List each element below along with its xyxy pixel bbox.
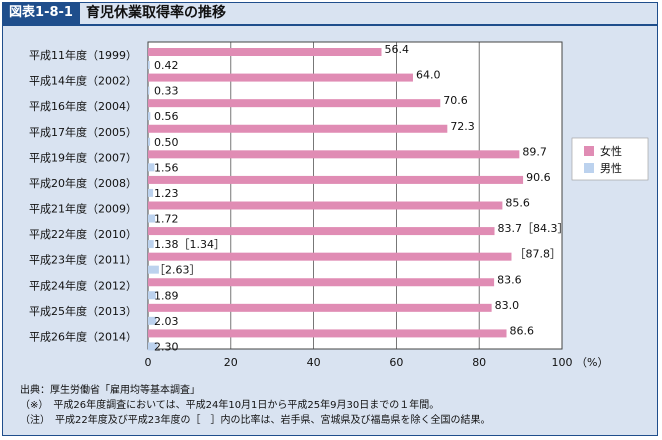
data-label-female: 56.4 xyxy=(384,43,409,56)
legend-swatch xyxy=(584,146,594,156)
bracket-note: （注） 平成22年度及び平成23年度の［ ］内の比率は、岩手県、宮城県及び福島県… xyxy=(20,415,491,426)
data-label-female: 89.7 xyxy=(522,145,547,158)
bar-male xyxy=(148,265,159,274)
bar-male xyxy=(148,240,154,249)
data-label-male: 1.23 xyxy=(154,187,179,200)
category-label: 平成17年度（2005） xyxy=(29,125,137,139)
data-label-male: 1.72 xyxy=(154,213,179,226)
header-rule xyxy=(2,24,658,26)
legend-label: 女性 xyxy=(600,144,622,158)
figure-label: 図表1-8-1 xyxy=(2,2,80,24)
bar-female xyxy=(148,175,524,184)
data-label-female: 83.0 xyxy=(495,299,520,312)
data-label-male: ［2.63］ xyxy=(154,264,201,277)
category-label: 平成16年度（2004） xyxy=(29,99,137,113)
period-note: （※） 平成26年度調査においては、平成24年10月1日から平成25年9月30日… xyxy=(20,400,440,411)
data-label-female: 83.6 xyxy=(497,273,522,286)
bar-female xyxy=(148,150,520,159)
category-label: 平成14年度（2002） xyxy=(29,74,137,88)
x-tick-label: 0 xyxy=(145,356,152,369)
legend-swatch xyxy=(584,163,594,173)
x-tick-label: 80 xyxy=(472,356,486,369)
x-tick-label: 60 xyxy=(389,356,403,369)
data-label-male: 1.89 xyxy=(154,289,179,302)
data-label-female: 85.6 xyxy=(505,197,530,210)
figure-title: 育児休業取得率の推移 xyxy=(86,5,226,21)
bar-female xyxy=(148,329,507,338)
category-label: 平成24年度（2012） xyxy=(29,278,137,292)
data-label-female: 90.6 xyxy=(526,171,551,184)
bar-female xyxy=(148,124,448,133)
bar-female xyxy=(148,227,495,236)
data-label-male: 1.38［1.34］ xyxy=(154,238,225,251)
data-label-female: 70.6 xyxy=(443,94,468,107)
data-label-male: 1.56 xyxy=(154,161,179,174)
category-label: 平成22年度（2010） xyxy=(29,227,137,241)
data-label-male: 0.42 xyxy=(154,59,179,72)
bar-male xyxy=(148,137,151,146)
category-label: 平成11年度（1999） xyxy=(29,48,137,62)
plot-area xyxy=(148,42,562,349)
data-label-male: 0.50 xyxy=(154,136,179,149)
x-tick-label: 100 xyxy=(552,356,573,369)
bar-female xyxy=(148,252,512,261)
category-label: 平成23年度（2011） xyxy=(29,253,137,267)
bar-female xyxy=(148,99,441,108)
bar-male xyxy=(148,291,156,300)
bar-male xyxy=(148,163,155,172)
data-label-male: 2.03 xyxy=(154,315,179,328)
x-tick-label: 40 xyxy=(307,356,321,369)
figure-header: 図表1-8-1 育児休業取得率の推移 xyxy=(2,2,658,26)
category-label: 平成19年度（2007） xyxy=(29,150,137,164)
data-label-male: 2.30 xyxy=(154,340,179,353)
data-label-male: 0.56 xyxy=(154,110,179,123)
bar-male xyxy=(148,61,150,69)
data-label-male: 0.33 xyxy=(154,85,179,98)
source-note: 出典：厚生労働省「雇用均等基本調査」 xyxy=(20,385,200,396)
bar-male xyxy=(148,86,150,95)
bar-female xyxy=(148,73,413,82)
category-label: 平成26年度（2014） xyxy=(29,329,137,343)
bar-female xyxy=(148,303,492,312)
data-label-female: 64.0 xyxy=(416,69,441,82)
data-label-female: 83.7［84.3］ xyxy=(498,222,569,235)
data-label-female: ［87.8］ xyxy=(514,248,561,261)
bar-female xyxy=(148,48,382,56)
category-label: 平成21年度（2009） xyxy=(29,202,137,216)
category-label: 平成20年度（2008） xyxy=(29,176,137,190)
bar-male xyxy=(148,342,158,351)
bar-female xyxy=(148,201,503,210)
bar-male xyxy=(148,316,157,325)
bar-male xyxy=(148,188,154,197)
bar-male xyxy=(148,112,151,121)
figure-notes: 出典：厚生労働省「雇用均等基本調査」 （※） 平成26年度調査においては、平成2… xyxy=(20,383,490,428)
data-label-female: 86.6 xyxy=(510,324,535,337)
category-label: 平成25年度（2013） xyxy=(29,304,137,318)
x-unit-label: （%） xyxy=(576,356,608,369)
bar-female xyxy=(148,278,495,287)
data-label-female: 72.3 xyxy=(450,120,475,133)
x-tick-label: 20 xyxy=(224,356,238,369)
bar-male xyxy=(148,214,156,223)
legend-label: 男性 xyxy=(600,161,622,175)
